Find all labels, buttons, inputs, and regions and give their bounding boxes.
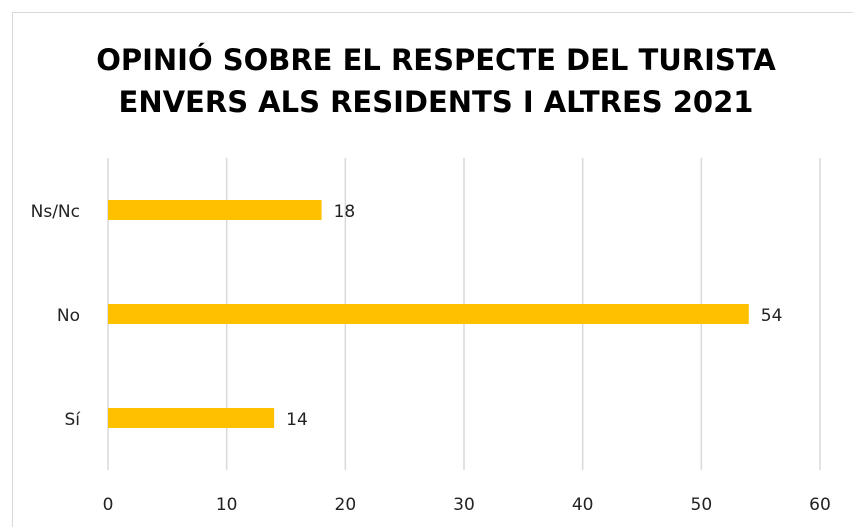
x-tick-label: 0	[103, 495, 114, 515]
data-label: 54	[761, 306, 783, 326]
y-tick-label: Ns/Nc	[31, 202, 80, 222]
x-tick-label: 20	[335, 495, 357, 515]
bar	[108, 200, 322, 220]
data-label: 18	[334, 202, 356, 222]
x-tick-label: 30	[453, 495, 475, 515]
chart-title: OPINIÓ SOBRE EL RESPECTE DEL TURISTA	[96, 43, 776, 77]
chart-frame	[12, 12, 853, 527]
bar	[108, 408, 275, 428]
x-tick-label: 60	[809, 495, 831, 515]
chart-title: ENVERS ALS RESIDENTS I ALTRES 2021	[119, 85, 754, 119]
bar	[108, 304, 749, 324]
y-tick-label: Sí	[64, 410, 81, 430]
data-label: 14	[286, 410, 308, 430]
x-tick-label: 50	[691, 495, 713, 515]
x-tick-label: 10	[216, 495, 238, 515]
y-tick-label: No	[57, 306, 80, 326]
x-tick-label: 40	[572, 495, 594, 515]
